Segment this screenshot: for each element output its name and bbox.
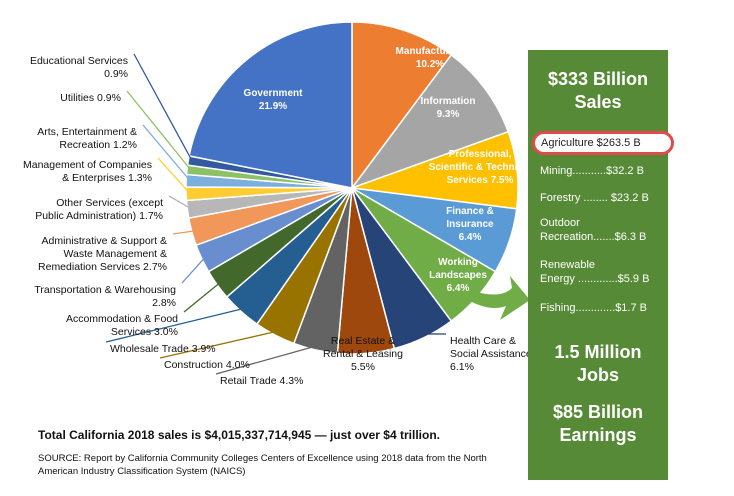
panel-row-forestry: Forestry ........ $23.2 B xyxy=(540,192,649,204)
outside-label-0-line: 6.1% xyxy=(450,361,474,373)
outside-label-10: Arts, Entertainment & Recreation 1.2% xyxy=(37,126,137,151)
outside-label-12-line: Educational Services xyxy=(30,55,128,67)
leader-line-2 xyxy=(215,345,317,375)
outside-label-0-line: Health Care & xyxy=(450,335,516,347)
outside-label-7-line: Administrative & Support & xyxy=(42,235,167,247)
leader-line-3 xyxy=(159,330,277,359)
pie-slice-manufacturing xyxy=(351,21,453,191)
inside-label-3-line: Insurance xyxy=(446,219,494,230)
outside-label-8: Other Services (except Public Administrat… xyxy=(35,197,163,222)
outside-label-4-line: Wholesale Trade 3.9% xyxy=(110,343,216,355)
panel-row-outdoor-recreation: Outdoor Recreation.......$6.3 B xyxy=(540,217,647,243)
inside-label-1-line: Information xyxy=(421,96,476,107)
leader-line-12 xyxy=(133,53,193,162)
outside-label-3: Construction 4.0% xyxy=(164,359,250,371)
agriculture-highlight: Agriculture $263.5 B xyxy=(532,131,674,155)
outside-label-9-line: & Enterprises 1.3% xyxy=(62,172,152,184)
inside-label-1-line: 9.3% xyxy=(437,109,460,120)
inside-label-4-line: 6.4% xyxy=(447,283,470,294)
leader-line-8 xyxy=(168,195,192,210)
outside-label-10-line: Arts, Entertainment & xyxy=(37,126,137,138)
panel-row-renewable-energy: Renewable Energy .............$5.9 B xyxy=(540,259,650,285)
inside-label-3: Finance & Insurance 6.4% xyxy=(446,206,494,243)
outside-label-5-line: Services 3.0% xyxy=(111,326,178,338)
outside-label-2: Retail Trade 4.3% xyxy=(220,375,303,387)
outside-label-6-line: Transportation & Warehousing xyxy=(34,284,176,296)
inside-label-2-line: Scientific & Technical xyxy=(429,162,532,173)
outside-label-5: Accommodation & Food Services 3.0% xyxy=(66,313,178,338)
pie-slice-government xyxy=(188,21,353,189)
leader-line-1 xyxy=(362,333,367,350)
inside-label-0: Manufacturing 10.2% xyxy=(396,46,465,70)
outside-label-8-line: Other Services (except xyxy=(56,197,163,209)
outside-label-10-line: Recreation 1.2% xyxy=(59,139,137,151)
pie-slice-information xyxy=(349,53,510,190)
total-sales-note: Total California 2018 sales is $4,015,33… xyxy=(38,428,440,442)
outside-label-6: Transportation & Warehousing 2.8% xyxy=(34,284,176,309)
outside-label-9-line: Management of Companies xyxy=(23,159,152,171)
outside-label-9: Management of Companies & Enterprises 1.3… xyxy=(23,159,152,184)
outside-label-11-line: Utilities 0.9% xyxy=(60,92,121,104)
leader-line-9 xyxy=(157,157,191,195)
leader-line-11 xyxy=(126,90,192,171)
outside-label-7: Administrative & Support & Waste Manageme… xyxy=(38,235,167,273)
leader-line-4 xyxy=(105,307,244,343)
outside-label-1-line: Rental & Leasing xyxy=(323,348,403,360)
inside-label-2: Professional, Scientific & Technical Servi… xyxy=(429,149,532,186)
leader-line-5 xyxy=(183,281,221,313)
outside-label-6-line: 2.8% xyxy=(152,297,176,309)
inside-label-5: Government 21.9% xyxy=(244,88,304,112)
outside-label-0-line: Social Assistance xyxy=(450,348,532,360)
inside-label-3-line: Finance & xyxy=(446,206,494,217)
outside-label-1-line: Real Estate & xyxy=(331,335,395,347)
inside-label-5-line: 21.9% xyxy=(259,101,287,112)
inside-label-2-line: Professional, xyxy=(449,149,512,160)
panel-jobs: 1.5 Million Jobs xyxy=(554,342,642,385)
inside-label-1: Information 9.3% xyxy=(421,96,476,120)
pie-chart: Manufacturing 10.2% Information 9.3% Profess… xyxy=(23,21,532,387)
outside-label-12: Educational Services 0.9% xyxy=(30,55,128,80)
outside-label-4: Wholesale Trade 3.9% xyxy=(110,343,216,355)
outside-label-3-line: Construction 4.0% xyxy=(164,359,250,371)
outside-label-8-line: Public Administration) 1.7% xyxy=(35,210,163,222)
working-landscapes-arrow xyxy=(468,276,530,320)
source-note: SOURCE: Report by California Community C… xyxy=(38,453,487,477)
inside-label-4: Working Landscapes 6.4% xyxy=(429,257,487,294)
outside-label-1: Real Estate & Rental & Leasing 5.5% xyxy=(323,335,403,373)
inside-label-4-line: Working xyxy=(438,257,478,268)
leader-line-6 xyxy=(181,256,206,284)
outside-label-11: Utilities 0.9% xyxy=(60,92,121,104)
outside-label-12-line: 0.9% xyxy=(104,68,128,80)
outside-label-7-line: Waste Management & xyxy=(64,248,168,260)
outside-label-5-line: Accommodation & Food xyxy=(66,313,178,325)
outside-label-0: Health Care & Social Assistance 6.1% xyxy=(450,335,532,373)
panel-sales: $333 Billion Sales xyxy=(547,69,649,112)
inside-label-2-line: Services 7.5% xyxy=(447,175,514,186)
inside-label-5-line: Government xyxy=(244,88,304,99)
outside-label-2-line: Retail Trade 4.3% xyxy=(220,375,303,387)
outside-label-7-line: Remediation Services 2.7% xyxy=(38,261,167,273)
working-landscapes-panel: $333 Billion Sales Agriculture $263.5 B … xyxy=(528,50,674,480)
inside-label-4-line: Landscapes xyxy=(429,270,487,281)
panel-row-mining: Mining...........$32.2 B xyxy=(540,165,644,177)
inside-label-0-line: Manufacturing xyxy=(396,46,465,57)
leader-line-10 xyxy=(142,124,191,182)
outside-label-1-line: 5.5% xyxy=(351,361,375,373)
panel-earnings: $85 Billion Earnings xyxy=(552,402,644,445)
inside-label-0-line: 10.2% xyxy=(416,59,444,70)
leader-line-7 xyxy=(172,230,196,235)
inside-label-3-line: 6.4% xyxy=(459,232,482,243)
panel-row-fishing: Fishing.............$1.7 B xyxy=(540,302,647,314)
